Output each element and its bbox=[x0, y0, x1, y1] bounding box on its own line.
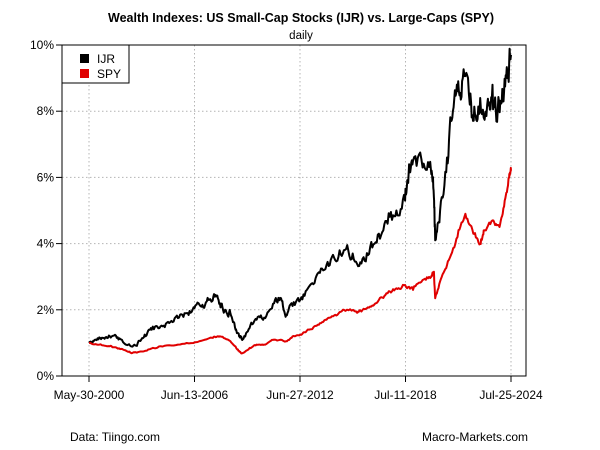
chart-subtitle: daily bbox=[289, 30, 313, 42]
plot-frame bbox=[61, 44, 527, 377]
legend: IJR SPY bbox=[61, 44, 130, 84]
y-tick-label: 8% bbox=[37, 104, 55, 118]
x-tick-label: Jun-27-2012 bbox=[266, 388, 334, 402]
x-tick-label: Jun-13-2006 bbox=[161, 388, 229, 402]
x-tick-label: Jul-25-2024 bbox=[479, 388, 543, 402]
series-line-ijr bbox=[88, 47, 512, 348]
x-tick-label: May-30-2000 bbox=[54, 388, 125, 402]
data-source-note: Data: Tiingo.com bbox=[70, 430, 161, 444]
legend-label-spy: SPY bbox=[97, 67, 121, 81]
y-tick-label: 2% bbox=[37, 303, 55, 317]
x-tick-label: Jul-11-2018 bbox=[374, 388, 437, 402]
y-tick-label: 0% bbox=[37, 369, 55, 383]
y-tick-label: 10% bbox=[30, 38, 54, 52]
legend-box bbox=[61, 44, 130, 84]
series-line-spy bbox=[89, 166, 512, 355]
legend-swatch-spy bbox=[80, 69, 89, 78]
axis-layer: 0% 2% 4% 6% 8% 10% May-30-2000 Jun-13-2006 Jun-2… bbox=[30, 38, 543, 402]
chart-title: Wealth Indexes: US Small-Cap Stocks (IJR… bbox=[108, 11, 494, 25]
y-tick-label: 6% bbox=[37, 170, 55, 184]
legend-label-ijr: IJR bbox=[97, 52, 115, 66]
brand-credit: Macro-Markets.com bbox=[421, 430, 528, 444]
series-layer bbox=[88, 47, 512, 355]
legend-swatch-ijr bbox=[80, 54, 89, 63]
y-tick-label: 4% bbox=[37, 237, 55, 251]
